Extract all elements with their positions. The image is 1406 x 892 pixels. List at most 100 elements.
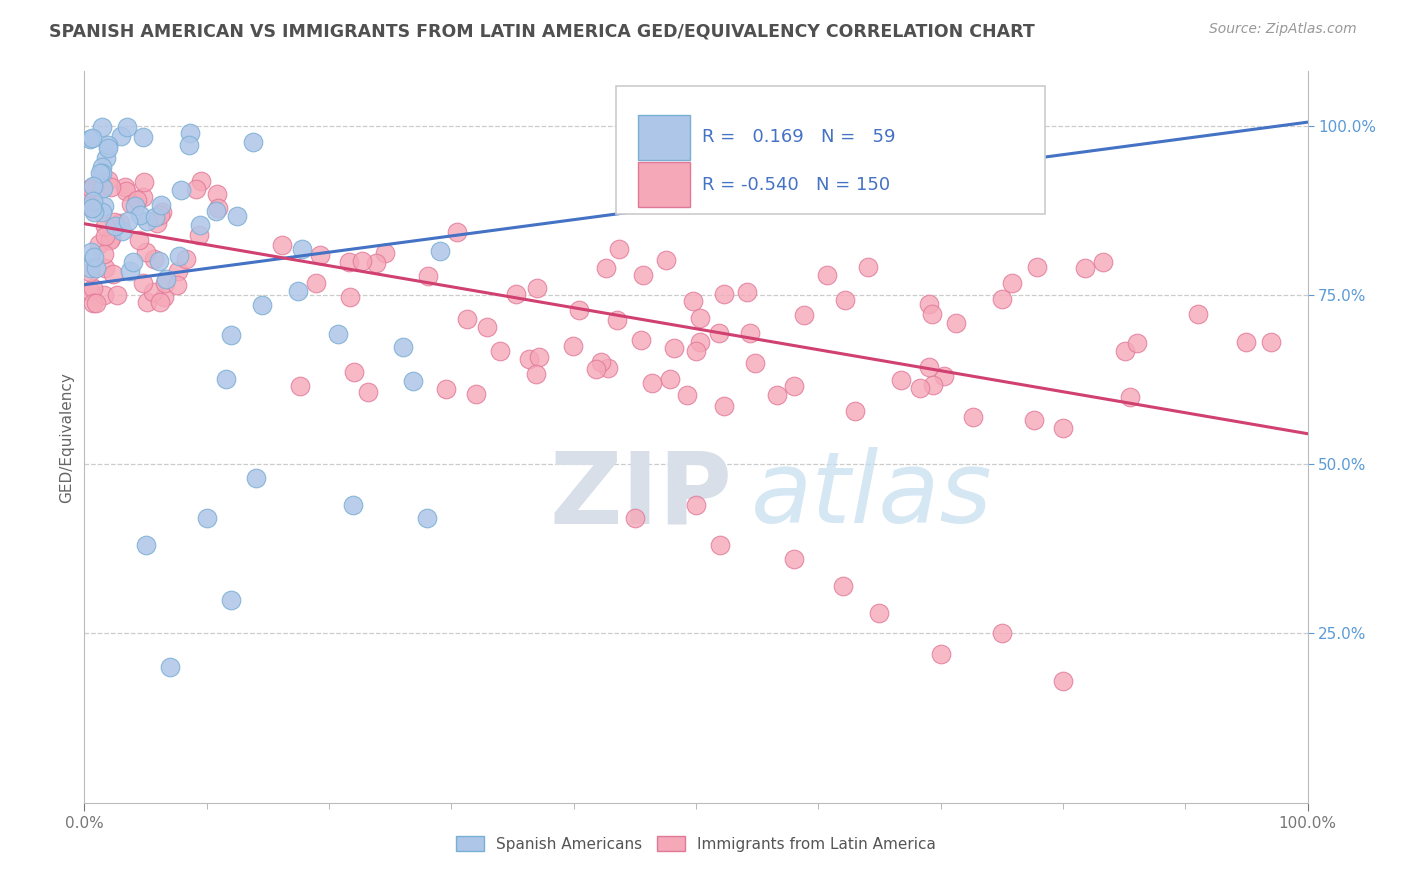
Point [148, 254, 170, 268]
Point [111, 224, 134, 238]
Point [288, 379, 311, 393]
Text: atlas: atlas [751, 447, 993, 544]
Point [527, 350, 550, 364]
Point [366, 256, 388, 270]
Point [91, 180, 114, 194]
Point [128, 208, 150, 222]
Point [607, 242, 630, 256]
Point [744, 356, 766, 370]
Point [110, 216, 132, 230]
Point [429, 244, 451, 258]
Point [630, 333, 652, 347]
Point [783, 552, 806, 566]
Point [225, 209, 247, 223]
Point [176, 252, 198, 266]
Point [595, 260, 617, 275]
Point [145, 211, 167, 225]
Point [94, 219, 117, 233]
Point [337, 255, 360, 269]
Point [374, 246, 396, 260]
Point [524, 367, 547, 381]
Point [1114, 343, 1136, 358]
Point [815, 268, 838, 282]
Point [132, 190, 155, 204]
Text: SPANISH AMERICAN VS IMMIGRANTS FROM LATIN AMERICA GED/EQUIVALENCY CORRELATION CH: SPANISH AMERICAN VS IMMIGRANTS FROM LATI… [49, 22, 1035, 40]
Point [416, 511, 439, 525]
Point [179, 126, 201, 140]
Point [152, 290, 174, 304]
Point [135, 538, 157, 552]
Point [149, 294, 172, 309]
Point [793, 308, 815, 322]
Point [869, 606, 891, 620]
Point [606, 313, 628, 327]
Point [91, 166, 114, 180]
Point [90, 205, 112, 219]
Point [205, 187, 228, 202]
Legend: Spanish Americans, Immigrants from Latin America: Spanish Americans, Immigrants from Latin… [450, 830, 942, 858]
Point [929, 647, 952, 661]
Point [342, 498, 364, 512]
Point [740, 326, 762, 340]
Point [82, 280, 104, 294]
Point [655, 252, 678, 267]
Point [1187, 307, 1209, 321]
Point [434, 382, 457, 396]
Point [107, 288, 129, 302]
Point [79, 132, 101, 146]
Point [136, 213, 159, 227]
Point [219, 592, 242, 607]
Point [80, 181, 103, 195]
Point [153, 276, 176, 290]
Point [79, 191, 101, 205]
Point [658, 372, 681, 386]
Point [844, 404, 866, 418]
Point [1052, 673, 1074, 688]
Point [215, 372, 238, 386]
Point [103, 268, 125, 282]
Point [709, 538, 731, 552]
Point [132, 175, 155, 189]
Point [526, 281, 548, 295]
Point [675, 388, 697, 402]
Point [195, 511, 218, 525]
Point [250, 298, 273, 312]
Point [122, 255, 145, 269]
Point [115, 120, 138, 135]
Point [132, 276, 155, 290]
Point [184, 181, 207, 195]
Text: Source: ZipAtlas.com: Source: ZipAtlas.com [1209, 22, 1357, 37]
Point [737, 285, 759, 299]
Point [685, 498, 707, 512]
Point [188, 228, 211, 243]
Point [713, 399, 735, 413]
Point [132, 129, 155, 144]
Point [242, 135, 264, 149]
Point [709, 326, 731, 340]
Point [167, 249, 190, 263]
Point [80, 131, 103, 145]
Point [82, 179, 104, 194]
Point [591, 355, 613, 369]
Point [98, 233, 121, 247]
Point [94, 151, 117, 165]
Point [1236, 335, 1258, 350]
Point [631, 268, 654, 283]
Point [80, 180, 103, 194]
Point [921, 378, 943, 392]
Point [91, 178, 114, 193]
Point [918, 360, 941, 375]
Point [689, 310, 711, 325]
Point [94, 260, 117, 275]
Point [204, 203, 226, 218]
Point [135, 244, 157, 259]
Point [856, 260, 879, 275]
Point [343, 365, 366, 379]
Point [834, 293, 856, 308]
FancyBboxPatch shape [638, 114, 690, 160]
Point [1026, 260, 1049, 274]
Point [1260, 335, 1282, 350]
Text: ZIP: ZIP [550, 447, 733, 544]
Point [159, 660, 181, 674]
Point [339, 290, 361, 304]
